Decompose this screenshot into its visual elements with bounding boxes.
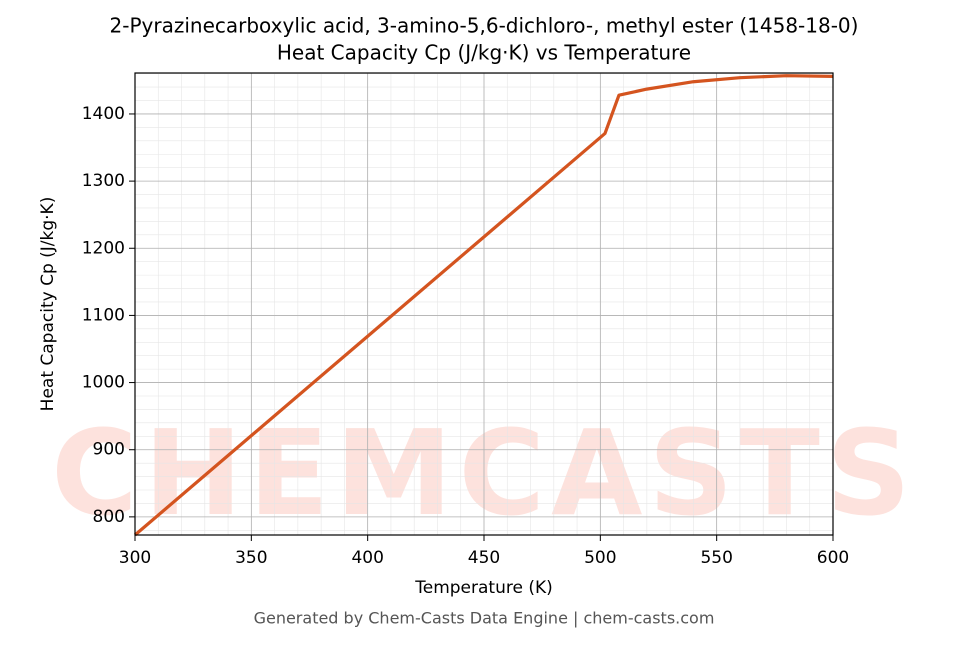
y-tick-label: 1400 [82, 104, 125, 124]
y-tick-label: 800 [93, 507, 125, 527]
y-tick-label: 1300 [82, 171, 125, 191]
y-tick-label: 1000 [82, 373, 125, 393]
x-tick-label: 300 [119, 548, 151, 568]
data-line [133, 74, 834, 537]
chart-subtitle: Heat Capacity Cp (J/kg·K) vs Temperature [277, 41, 691, 65]
y-tick-label: 1100 [82, 305, 125, 325]
plot-frame [134, 72, 834, 536]
footer: Generated by Chem-Casts Data Engine | ch… [254, 609, 715, 628]
x-tick-label: 400 [351, 548, 383, 568]
x-tick-label: 550 [700, 548, 732, 568]
chart-title: 2-Pyrazinecarboxylic acid, 3-amino-5,6-d… [110, 14, 859, 38]
x-tick-label: 500 [584, 548, 616, 568]
y-tick-label: 900 [93, 440, 125, 460]
watermark: CHEMCASTS [51, 404, 917, 542]
x-axis-label: Temperature (K) [414, 578, 553, 598]
x-tick-label: 350 [235, 548, 267, 568]
y-tick-label: 1200 [82, 238, 125, 258]
y-axis-label: Heat Capacity Cp (J/kg·K) [38, 197, 58, 412]
x-tick-label: 600 [817, 548, 849, 568]
x-tick-label: 450 [468, 548, 500, 568]
